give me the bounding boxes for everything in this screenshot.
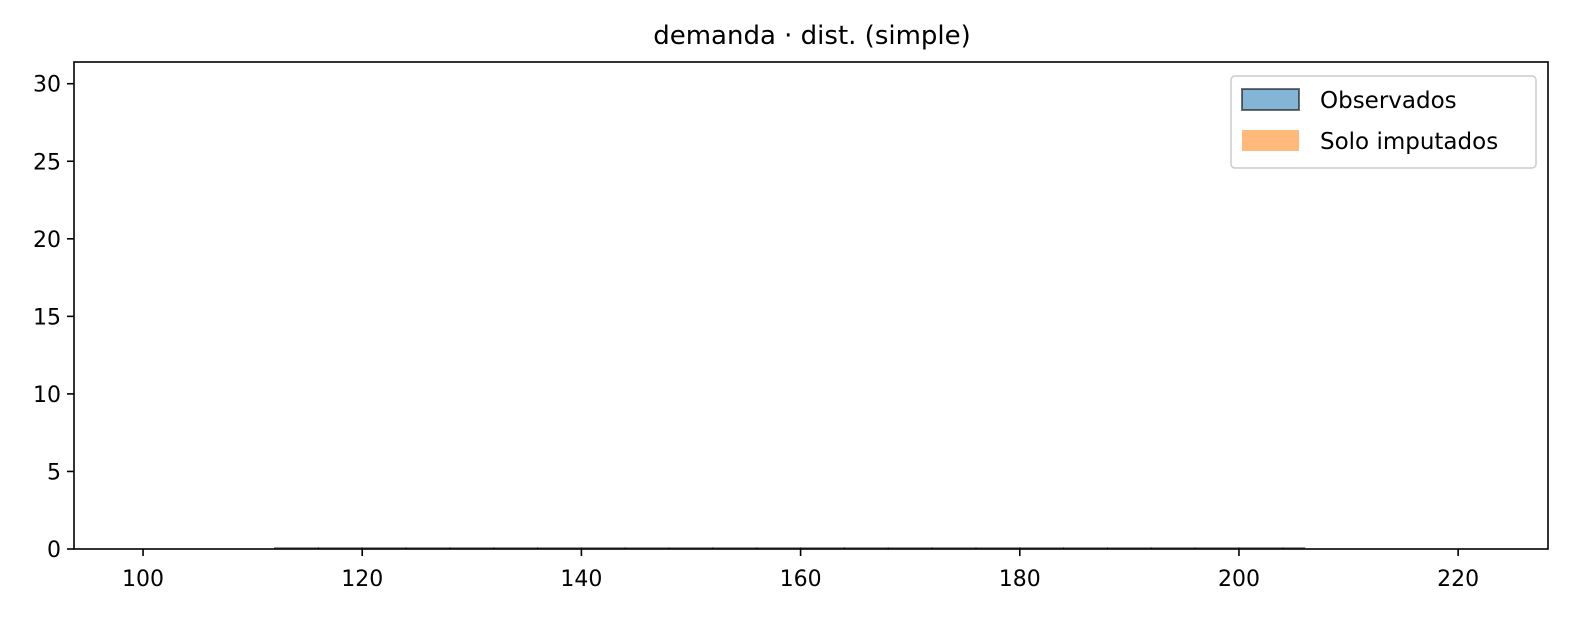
x-axis: 100 120 140 160 180 200 220 (122, 549, 1479, 592)
y-tick-label: 30 (33, 73, 61, 98)
y-tick-label: 0 (47, 538, 61, 563)
y-tick-label: 25 (33, 150, 61, 175)
x-tick-label: 160 (780, 567, 822, 592)
x-tick-label: 140 (560, 567, 602, 592)
x-tick-label: 100 (122, 567, 164, 592)
x-tick-label: 200 (1218, 567, 1260, 592)
legend-label-solo-imputados: Solo imputados (1320, 129, 1498, 155)
legend-swatch-solo-imputados (1242, 130, 1299, 151)
legend-label-observados: Observados (1320, 88, 1457, 114)
chart-title: demanda · dist. (simple) (653, 21, 971, 51)
x-tick-label: 220 (1437, 567, 1479, 592)
y-tick-label: 15 (33, 305, 61, 330)
y-axis: 0 5 10 15 20 25 30 (33, 73, 74, 563)
legend-swatch-observados (1241, 88, 1300, 111)
y-tick-label: 20 (33, 228, 61, 253)
y-tick-label: 10 (33, 383, 61, 408)
x-tick-label: 120 (341, 567, 383, 592)
plot-frame (73, 61, 1549, 550)
x-tick-label: 180 (999, 567, 1041, 592)
y-tick-label: 5 (47, 460, 61, 485)
legend: Observados Solo imputados (1230, 75, 1537, 169)
legend-box (1230, 75, 1537, 169)
